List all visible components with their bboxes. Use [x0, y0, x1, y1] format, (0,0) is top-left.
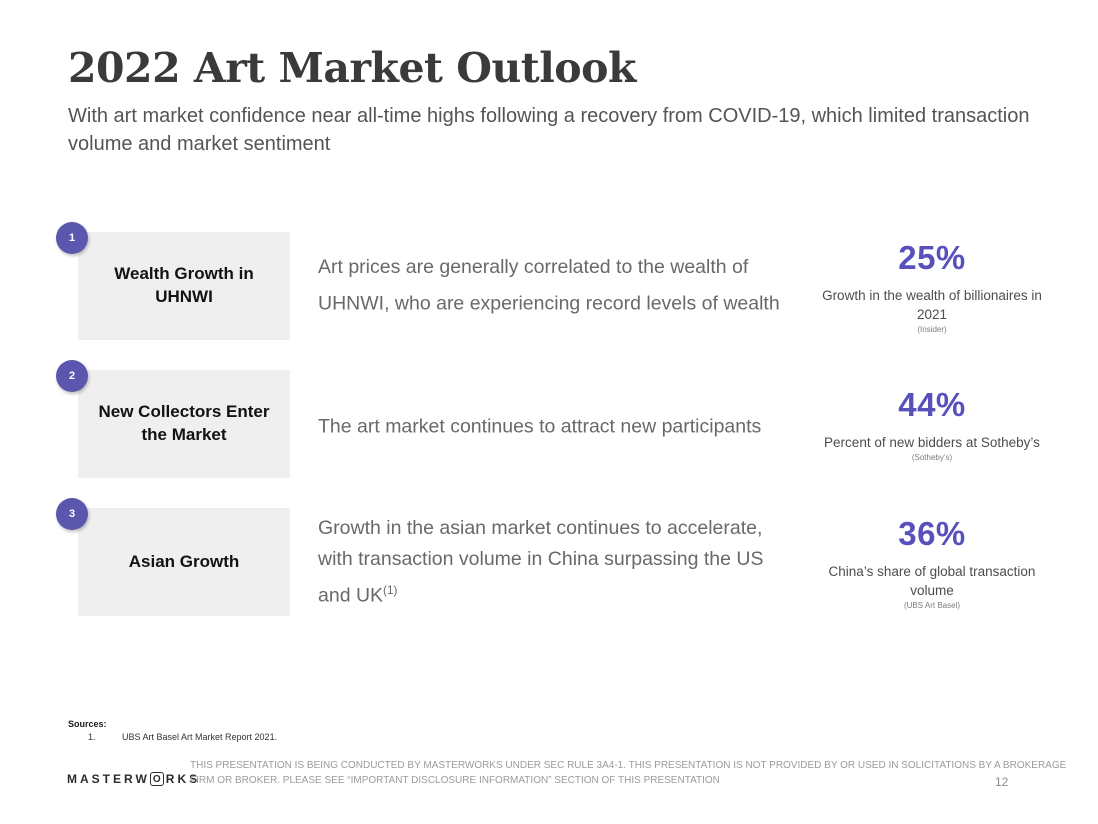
stat-label: Percent of new bidders at Sotheby’s — [824, 435, 1040, 450]
card-wrap: 2 New Collectors Enter the Market — [56, 360, 290, 478]
row-asian-growth: 3 Asian Growth Growth in the asian marke… — [56, 498, 1047, 616]
stat-label: China’s share of global transaction volu… — [828, 563, 1036, 598]
stat-block: 36% China’s share of global transaction … — [817, 508, 1047, 616]
footnote-ref: (1) — [383, 583, 398, 597]
logo-text-right: RKS — [165, 772, 201, 786]
logo-text-left: MASTERW — [67, 772, 150, 786]
number-badge-2: 2 — [56, 360, 88, 392]
topic-card-label: Wealth Growth in UHNWI — [114, 264, 254, 306]
stat-source: (Sotheby’s) — [911, 453, 953, 462]
page-title: 2022 Art Market Outlook — [68, 44, 636, 92]
source-index: 1. — [88, 732, 96, 742]
stat-value: 25% — [898, 238, 966, 276]
masterworks-logo: MASTERW O RKS — [67, 772, 200, 786]
source-item: 1. UBS Art Basel Art Market Report 2021. — [68, 732, 277, 742]
stat-label: Growth in the wealth of billionaires in … — [822, 287, 1042, 322]
slide-header: 2022 Art Market Outlook With art market … — [68, 44, 1048, 158]
row-new-collectors: 2 New Collectors Enter the Market The ar… — [56, 360, 1047, 478]
topic-card: Wealth Growth in UHNWI — [78, 232, 290, 340]
topic-card-label: New Collectors Enter the Market — [98, 402, 270, 444]
row-wealth-growth: 1 Wealth Growth in UHNWI Art prices are … — [56, 222, 1047, 340]
stat-source: (UBS Art Basel) — [903, 600, 960, 610]
sources-block: Sources: 1. UBS Art Basel Art Market Rep… — [68, 719, 277, 742]
topic-description: Growth in the asian market continues to … — [318, 516, 764, 607]
stat-block: 25% Growth in the wealth of billionaires… — [817, 232, 1047, 340]
page-number: 12 — [995, 775, 1009, 789]
disclaimer-text: THIS PRESENTATION IS BEING CONDUCTED BY … — [190, 760, 1067, 786]
topic-card: New Collectors Enter the Market — [78, 370, 290, 478]
sources-heading: Sources: — [68, 719, 107, 729]
page-subtitle: With art market confidence near all-time… — [68, 105, 1030, 156]
card-wrap: 1 Wealth Growth in UHNWI — [56, 222, 290, 340]
stat-value: 44% — [898, 386, 966, 423]
topic-card: Asian Growth — [78, 508, 290, 616]
source-text: UBS Art Basel Art Market Report 2021. — [122, 732, 278, 742]
stat-block: 44% Percent of new bidders at Sotheby’s … — [817, 370, 1047, 478]
topic-description: The art market continues to attract new … — [318, 415, 762, 438]
number-badge-3: 3 — [56, 498, 88, 530]
stat-source: (Insider) — [917, 324, 947, 334]
topic-card-label: Asian Growth — [128, 551, 240, 571]
topic-description: Art prices are generally correlated to t… — [318, 256, 780, 315]
content-rows: 1 Wealth Growth in UHNWI Art prices are … — [56, 222, 1047, 646]
card-wrap: 3 Asian Growth — [56, 498, 290, 616]
logo-o-icon: O — [149, 772, 164, 786]
number-badge-1: 1 — [56, 222, 88, 254]
stat-value: 36% — [898, 514, 966, 552]
